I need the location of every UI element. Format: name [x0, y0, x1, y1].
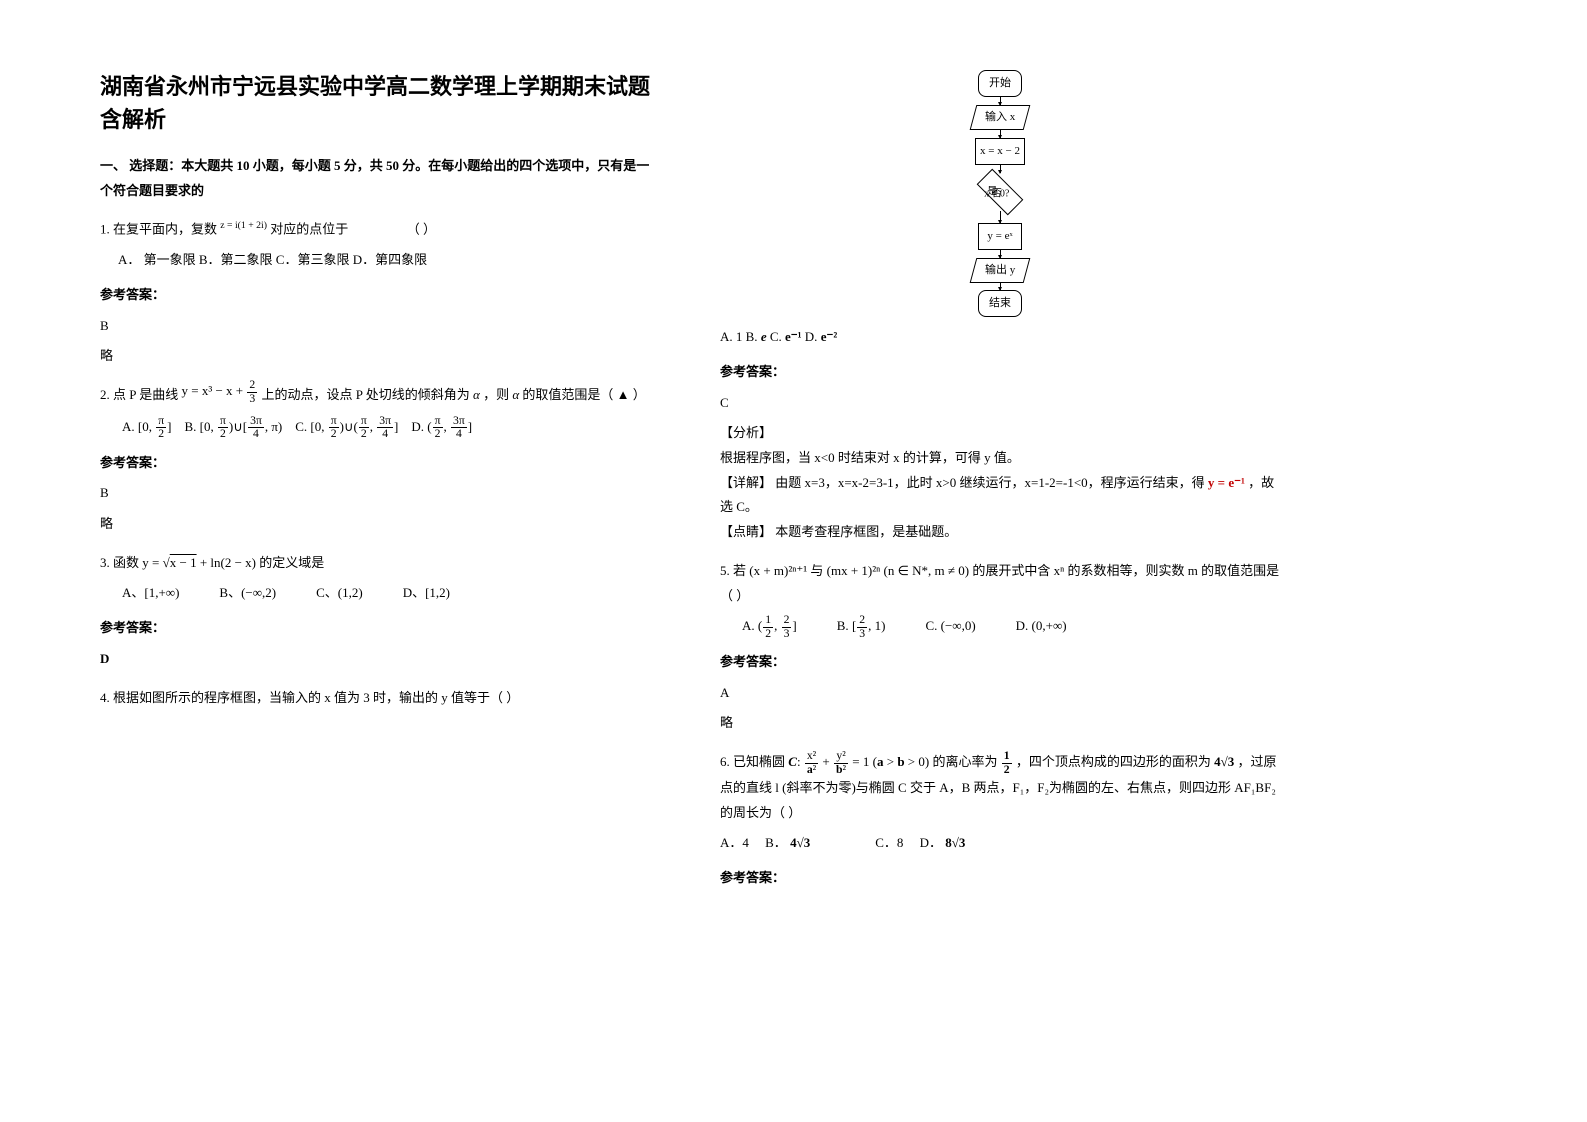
q3-ans: D — [100, 647, 660, 672]
q2-stem-a: 2. 点 P 是曲线 — [100, 387, 178, 402]
q6-ans-label: 参考答案： — [720, 866, 1280, 891]
q6-optC: C．8 — [875, 835, 903, 850]
q2-lue: 略 — [100, 512, 660, 537]
q5-stem-c: 的展开式中含 — [972, 563, 1050, 578]
q2-ans-label: 参考答案： — [100, 451, 660, 476]
q2-optD: D. — [411, 419, 424, 434]
q2-options: A. [0, π2] B. [0, π2)∪[3π4, π) C. [0, π2… — [100, 415, 660, 441]
question-5: 5. 若 (x + m)²ⁿ⁺¹ 与 (mx + 1)²ⁿ (n ∈ N*, m… — [720, 559, 1280, 608]
question-2: 2. 点 P 是曲线 y = x³ − x + 23 上的动点，设点 P 处切线… — [100, 383, 660, 409]
q3-optC: C、(1,2) — [316, 581, 363, 606]
q6-optD-v: 8√3 — [945, 835, 965, 850]
q5-expr3: xⁿ — [1054, 563, 1065, 578]
q3-stem-b: 的定义域是 — [259, 555, 324, 570]
q2-ans: B — [100, 481, 660, 506]
q5-lue: 略 — [720, 711, 1280, 736]
q3-stem-a: 3. 函数 — [100, 555, 139, 570]
q3-optD: D、[1,2) — [403, 581, 450, 606]
q6-optB: B． — [765, 835, 787, 850]
q2-stem-d: 的取值范围是（ ▲ ） — [522, 387, 645, 402]
q6-optD: D． — [920, 835, 942, 850]
fc-yes: 是 — [972, 182, 1012, 214]
question-6: 6. 已知椭圆 C: x²a² + y²b² = 1 (a > b > 0) 的… — [720, 750, 1280, 825]
fc-cond: x < 0? 否 是 — [977, 168, 1024, 215]
q5-stem-b: 与 — [810, 563, 823, 578]
q1-stem-pre: 1. 在复平面内，复数 — [100, 222, 217, 237]
q3-optB: B、(−∞,2) — [219, 581, 276, 606]
q5-ans-label: 参考答案： — [720, 650, 1280, 675]
q4-detail: 【详解】 由题 x=3，x=x-2=3-1，此时 x>0 继续运行，x=1-2=… — [720, 471, 1280, 520]
q5-expr2: (mx + 1)²ⁿ (n ∈ N*, m ≠ 0) — [827, 563, 969, 578]
q5-optD: D. (0,+∞) — [1016, 614, 1067, 640]
q5-optA: A. — [742, 618, 755, 633]
q5-options: A. (12, 23] B. [23, 1) C. (−∞,0) D. (0,+… — [720, 614, 1280, 640]
q1-ans-label: 参考答案： — [100, 283, 660, 308]
q4-ans-label: 参考答案： — [720, 360, 1280, 385]
q5-optB: B. — [837, 618, 849, 633]
q5-stem-a: 5. 若 — [720, 563, 746, 578]
q1-stem-post: 对应的点位于 — [270, 222, 348, 237]
q2-stem-b: 上的动点，设点 P 处切线的倾斜角为 — [262, 387, 470, 402]
q6-sqrt43: 4√3 — [1214, 754, 1234, 769]
q1-options: A． 第一象限 B．第二象限 C．第三象限 D．第四象限 — [100, 248, 660, 273]
left-column: 湖南省永州市宁远县实验中学高二数学理上学期期末试题含解析 一、 选择题：本大题共… — [100, 70, 660, 891]
q4-detail-label: 【详解】 — [720, 475, 772, 490]
q4-opts-a: A. 1 B. — [720, 329, 761, 344]
q1-paren: （ ） — [407, 222, 436, 237]
q6-optA: A．4 — [720, 835, 749, 850]
fc-assign: x = x − 2 — [975, 138, 1025, 165]
section-1-heading: 一、 选择题：本大题共 10 小题，每小题 5 分，共 50 分。在每小题给出的… — [100, 154, 660, 203]
q4-em2: e⁻² — [821, 329, 838, 344]
question-3: 3. 函数 y = √x − 1 + ln(2 − x) 的定义域是 — [100, 551, 660, 576]
flowchart-diagram: 开始 输入 x x = x − 2 x < 0? 否 是 y = eˣ 输出 y… — [955, 70, 1045, 317]
fc-input: 输入 x — [970, 105, 1031, 130]
question-4-stem: 4. 根据如图所示的程序框图，当输入的 x 值为 3 时，输出的 y 值等于（ … — [100, 686, 660, 711]
question-1: 1. 在复平面内，复数 z = i(1 + 2i) 对应的点位于 （ ） — [100, 217, 660, 242]
fc-start: 开始 — [978, 70, 1022, 97]
doc-title: 湖南省永州市宁远县实验中学高二数学理上学期期末试题含解析 — [100, 70, 660, 136]
q6-stem-b: 的离心率为 — [932, 754, 997, 769]
q5-optC: C. (−∞,0) — [925, 614, 975, 640]
q4-ans: C — [720, 391, 1280, 416]
q4-options: A. 1 B. e C. e⁻¹ D. e⁻² — [720, 325, 1280, 350]
q2-optA: A. — [122, 419, 135, 434]
q3-options: A、[1,+∞) B、(−∞,2) C、(1,2) D、[1,2) — [100, 581, 660, 606]
fc-output: 输出 y — [970, 258, 1031, 283]
q4-analysis: 根据程序图，当 x<0 时结束对 x 的计算，可得 y 值。 — [720, 446, 1280, 471]
q2-stem-c: ，则 — [483, 387, 509, 402]
q6-stem-a: 6. 已知椭圆 — [720, 754, 785, 769]
q4-analysis-label: 【分析】 — [720, 421, 1280, 446]
q6-stem-c: ，四个顶点构成的四边形的面积为 — [1016, 754, 1211, 769]
q3-ans-label: 参考答案： — [100, 616, 660, 641]
q3-optA: A、[1,+∞) — [122, 581, 179, 606]
q1-formula: z = i(1 + 2i) — [220, 220, 267, 231]
q1-ans: B — [100, 314, 660, 339]
q2-optB: B. — [184, 419, 196, 434]
q4-opts-c: D. — [805, 329, 821, 344]
q5-expr1: (x + m)²ⁿ⁺¹ — [749, 563, 807, 578]
q1-lue: 略 — [100, 344, 660, 369]
q6-optB-v: 4√3 — [790, 835, 810, 850]
q4-e: e — [761, 329, 767, 344]
q4-detail-a: 由题 x=3，x=x-2=3-1，此时 x>0 继续运行，x=1-2=-1<0，… — [775, 475, 1204, 490]
q4-point-text: 本题考查程序框图，是基础题。 — [775, 524, 957, 539]
q6-options: A．4 B． 4√3 C．8 D． 8√3 — [720, 831, 1280, 856]
q4-point-label: 【点睛】 — [720, 524, 772, 539]
q5-ans: A — [720, 681, 1280, 706]
q4-point: 【点睛】 本题考查程序框图，是基础题。 — [720, 520, 1280, 545]
q4-opts-b: C. — [770, 329, 785, 344]
fc-end: 结束 — [978, 290, 1022, 317]
fc-calc: y = eˣ — [978, 223, 1022, 250]
q2-optC: C. — [295, 419, 307, 434]
right-column: 开始 输入 x x = x − 2 x < 0? 否 是 y = eˣ 输出 y… — [720, 70, 1280, 891]
q4-em1: e⁻¹ — [785, 329, 802, 344]
